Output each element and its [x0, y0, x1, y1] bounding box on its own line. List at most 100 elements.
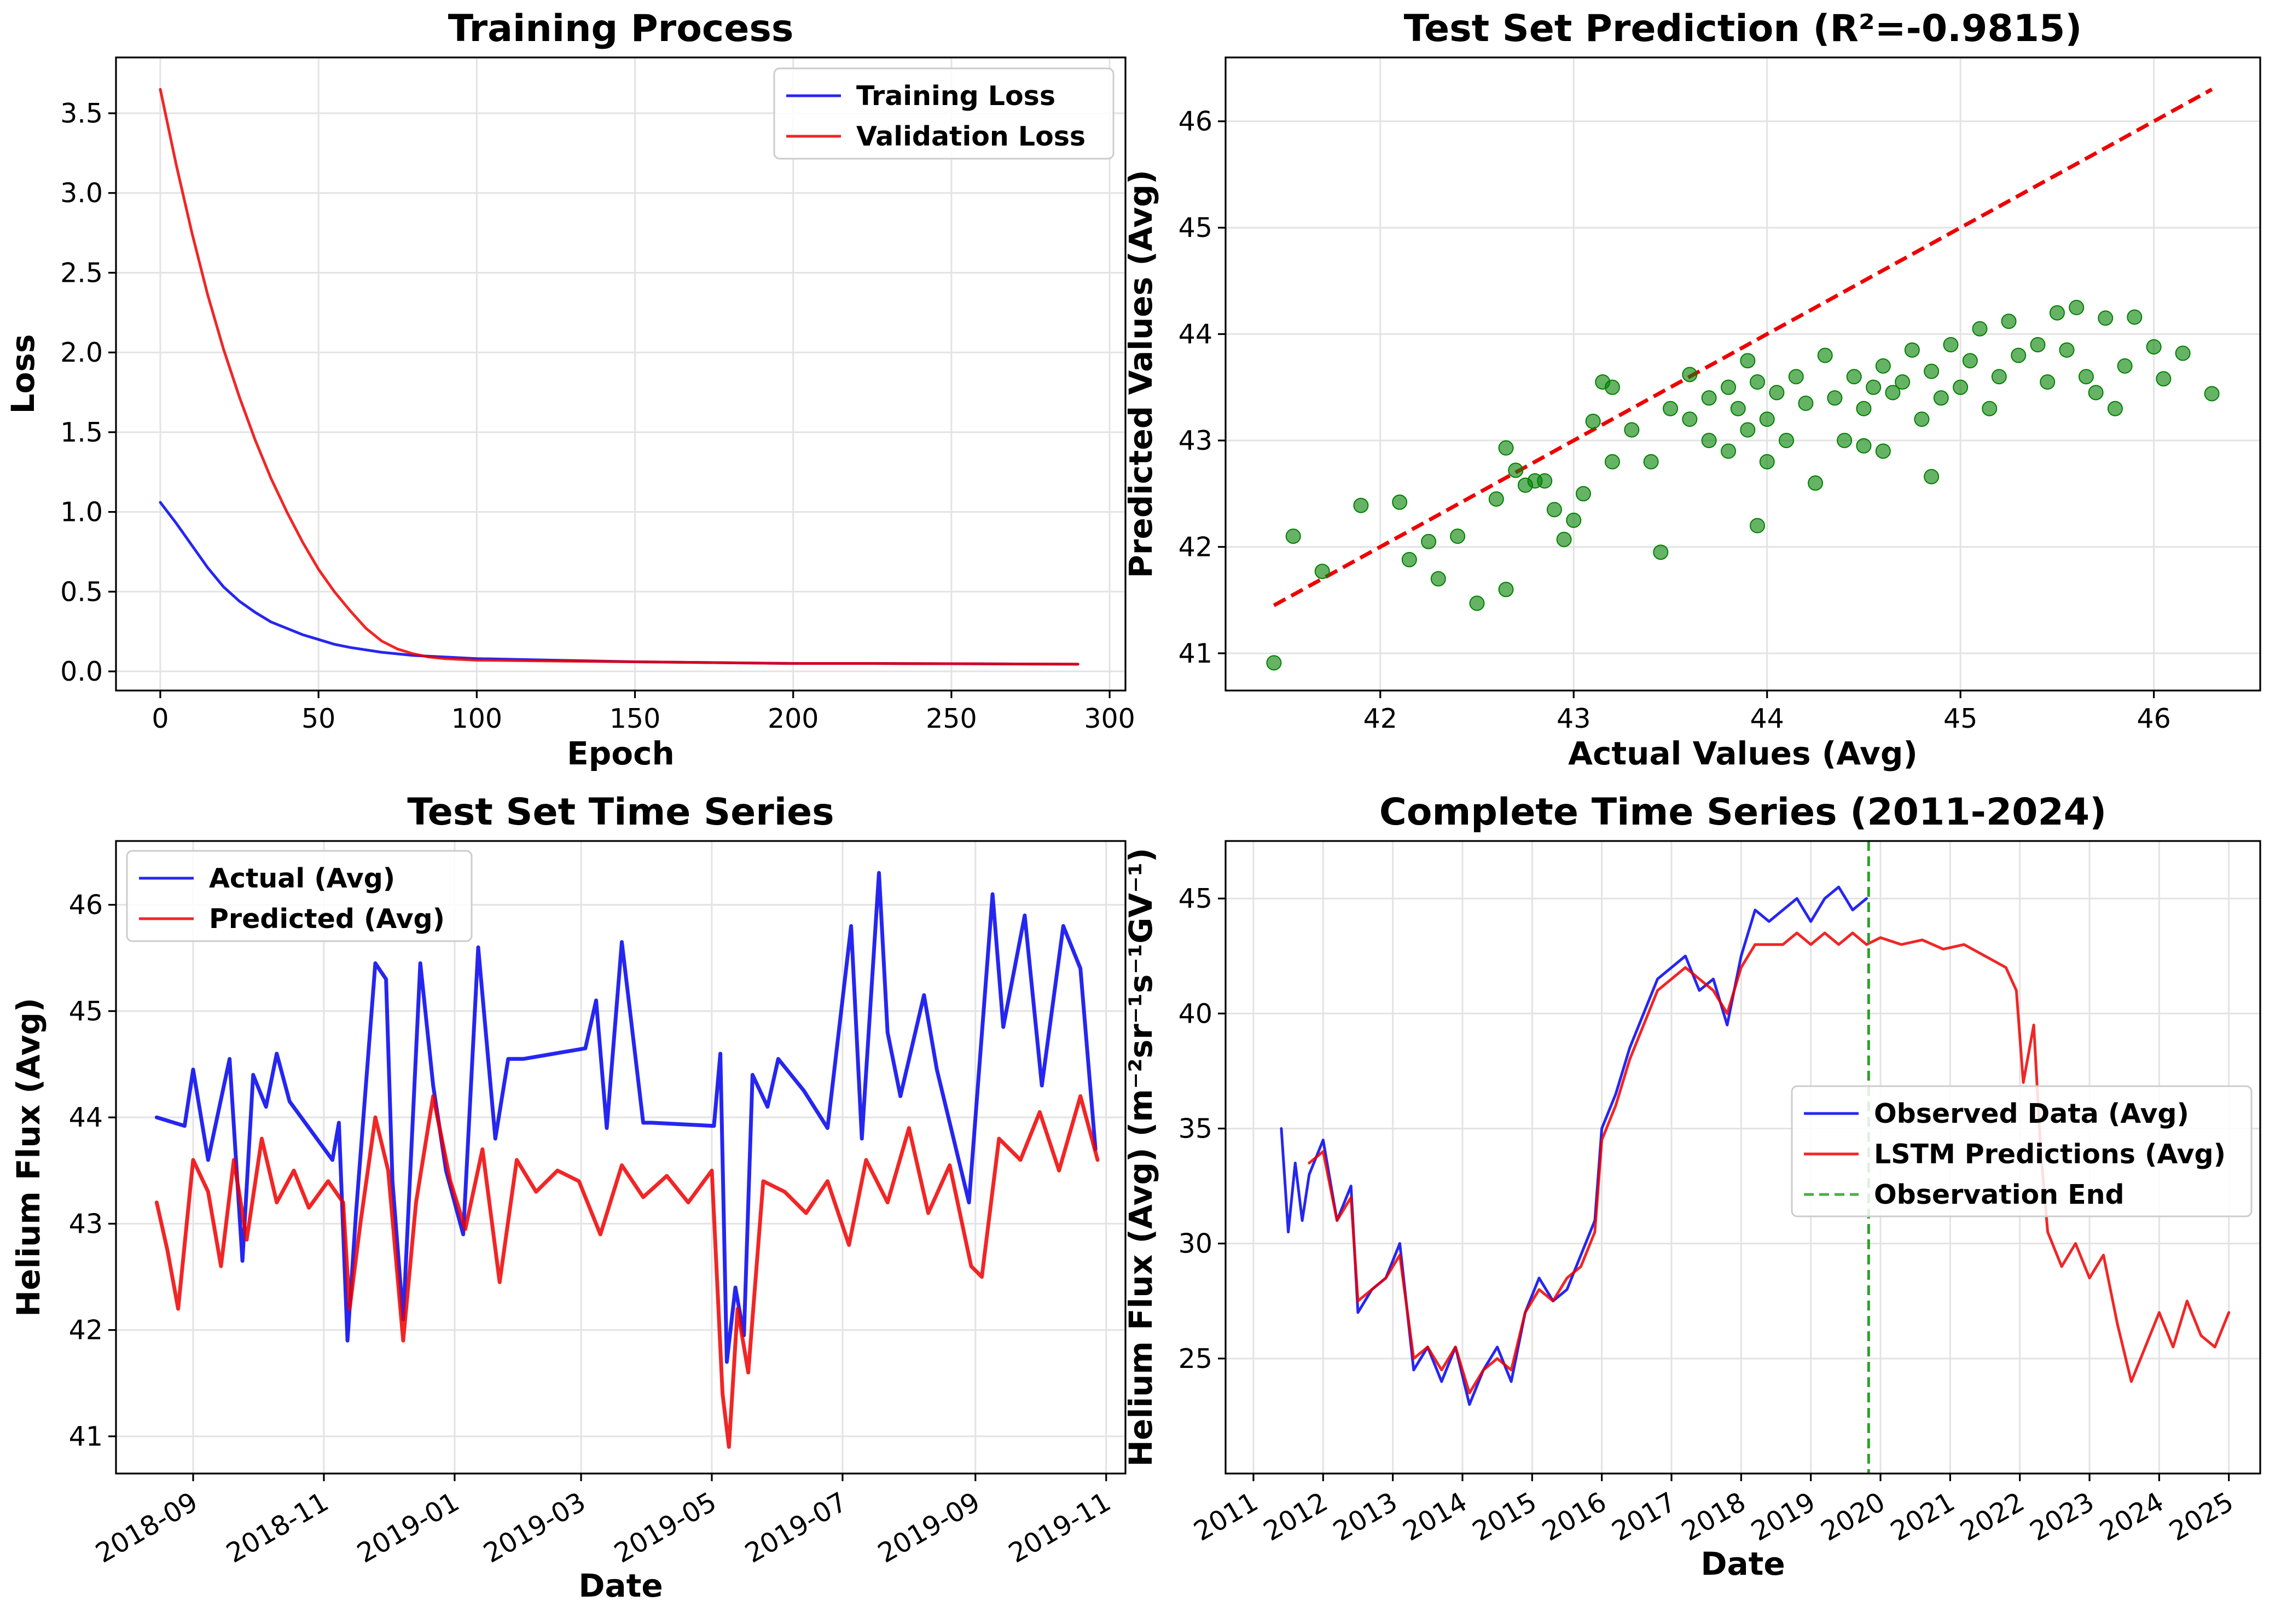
y-tick-label: 43 [69, 1208, 103, 1239]
scatter-point [2204, 386, 2220, 402]
x-tick-label: 2011 [1188, 1486, 1263, 1547]
scatter-point [1421, 533, 1437, 549]
scatter-point [2030, 337, 2046, 352]
scatter-point [1933, 390, 1949, 406]
scatter-point [2127, 309, 2143, 325]
lstm-prediction-line [1308, 931, 2231, 1395]
x-tick-label: 200 [768, 703, 819, 734]
chart-title: Training Process [448, 7, 794, 50]
scatter-point [1498, 582, 1514, 598]
scatter-point [2117, 358, 2133, 374]
scatter-point [2049, 305, 2065, 321]
scatter-point [1962, 353, 1978, 369]
scatter-point [1885, 385, 1901, 401]
x-axis-label: Date [1700, 1545, 1785, 1582]
scatter-point [1537, 473, 1553, 489]
legend-label: Observation End [1874, 1179, 2125, 1210]
scatter-point [1430, 571, 1446, 587]
x-tick-label: 46 [2137, 703, 2170, 734]
scatter-point [1943, 337, 1959, 352]
scatter-point [1488, 491, 1504, 507]
scatter-point [1682, 411, 1698, 427]
x-tick-label: 2022 [1955, 1486, 2029, 1547]
scatter-point [2011, 347, 2027, 363]
scatter-point [1575, 486, 1591, 502]
test-prediction-panel: 42 43 44 45 46 41 42 43 44 45 46 Test Set Predicti… [1122, 7, 2261, 772]
scatter-point [1266, 655, 1282, 671]
scatter-point [1875, 443, 1891, 459]
x-tick-label: 42 [1363, 703, 1397, 734]
scatter-point [2107, 401, 2123, 416]
scatter-point [1498, 440, 1514, 456]
x-tick-label: 100 [451, 703, 503, 734]
x-tick-label: 45 [1943, 703, 1977, 734]
scatter-point [1701, 390, 1717, 406]
legend-label: Training Loss [856, 80, 1055, 112]
scatter-point [1924, 363, 1940, 379]
scatter-point [1740, 353, 1756, 369]
y-axis-label: Predicted Values (Avg) [1122, 170, 1159, 578]
scatter-point [1740, 422, 1756, 438]
x-tick-label: 2019-01 [352, 1486, 465, 1569]
scatter-point [1866, 379, 1882, 395]
legend: Actual (Avg) Predicted (Avg) [126, 850, 473, 942]
x-tick-label: 150 [610, 703, 661, 734]
scatter-point [2078, 369, 2094, 385]
y-tick-label: 42 [69, 1315, 103, 1346]
scatter-point [1788, 369, 1804, 385]
scatter-point [1392, 494, 1408, 510]
y-tick-label: 3.5 [60, 98, 103, 129]
scatter-point [1895, 374, 1911, 390]
scatter-point [1663, 401, 1678, 416]
y-tick-label: 0.0 [60, 656, 103, 687]
legend-box [126, 850, 473, 942]
plot-frame [115, 840, 1127, 1475]
x-tick-label: 43 [1557, 703, 1591, 734]
x-tick-label: 2016 [1537, 1486, 1611, 1547]
scatter-point [2156, 371, 2172, 387]
scatter-point [1653, 544, 1669, 560]
scatter-point [1556, 531, 1572, 547]
x-axis-label: Epoch [567, 735, 675, 772]
complete-time-series-panel: 2011201220132014201520162017201820192020… [1122, 791, 2261, 1582]
training-process-panel: 0 50 100 150 200 250 300 0.0 0.5 1.0 1.5 2.0 2.5 3.0 3… [4, 7, 1135, 772]
scatter-point [1982, 401, 1998, 416]
scatter-point [1904, 342, 1920, 358]
scatter-point [2001, 314, 2017, 329]
scatter-point [1798, 396, 1814, 411]
scatter-point [1914, 411, 1930, 427]
y-axis-label: Helium Flux (Avg) (m⁻²sr⁻¹s⁻¹GV⁻¹) [1122, 848, 1159, 1467]
y-tick-label: 25 [1179, 1343, 1212, 1374]
x-tick-label: 2018-09 [90, 1486, 203, 1569]
y-tick-label: 3.0 [60, 178, 103, 209]
x-tick-label: 2017 [1606, 1486, 1681, 1547]
scatter-point [1604, 454, 1620, 469]
x-tick-label: 2019-11 [1003, 1486, 1116, 1569]
legend: Observed Data (Avg) LSTM Predictions (Avg… [1791, 1085, 2253, 1217]
y-tick-label: 45 [69, 996, 103, 1027]
scatter-point [1953, 379, 1969, 395]
scatter-point [1808, 475, 1823, 491]
legend-label: Validation Loss [856, 121, 1086, 152]
x-tick-label: 2025 [2164, 1486, 2238, 1547]
scatter-point [2098, 310, 2114, 326]
y-tick-label: 44 [69, 1102, 103, 1133]
x-tick-label: 2019-07 [740, 1486, 852, 1569]
scatter-point [2059, 342, 2075, 358]
y-tick-label: 41 [1179, 638, 1212, 669]
x-tick-label: 2018 [1676, 1486, 1751, 1547]
scatter-point [1624, 422, 1640, 438]
validation-loss-line [159, 88, 1079, 666]
y-tick-label: 44 [1179, 319, 1212, 350]
y-tick-label: 2.0 [60, 337, 103, 368]
scatter-point [1701, 433, 1717, 448]
x-tick-label: 300 [1084, 703, 1135, 734]
scatter-point [1991, 369, 2007, 385]
legend-label: LSTM Predictions (Avg) [1874, 1139, 2226, 1170]
scatter-point [1730, 401, 1746, 416]
scatter-point [1450, 529, 1466, 544]
plot-frame [115, 56, 1127, 692]
y-tick-label: 35 [1179, 1113, 1212, 1144]
test-time-series-panel: 2018-09 2018-11 2019-01 2019-03 2019-05 2019-… [10, 791, 1127, 1604]
y-tick-label: 41 [69, 1421, 103, 1452]
